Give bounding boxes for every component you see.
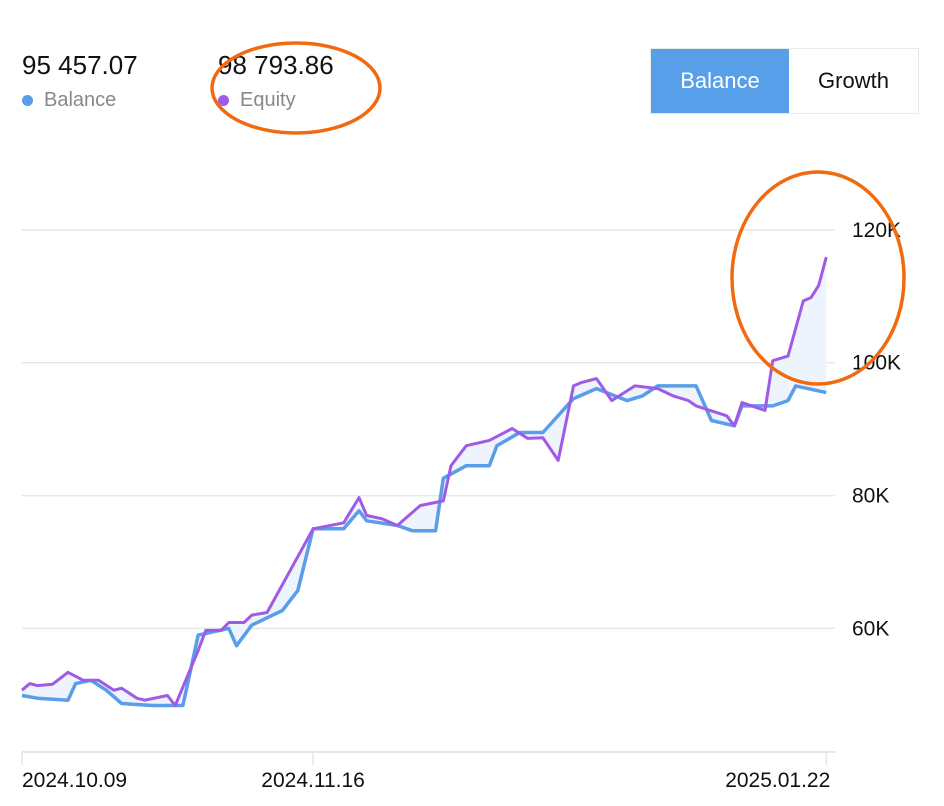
equity-balance-gap-fill xyxy=(22,257,827,706)
chart-mode-toggle: Balance Growth xyxy=(650,48,919,114)
balance-dot-icon xyxy=(22,95,33,106)
y-tick-label: 60K xyxy=(852,617,889,640)
y-tick-label: 80K xyxy=(852,485,889,508)
annotation-ellipse-spike xyxy=(730,170,906,386)
equity-line xyxy=(21,256,828,707)
equity-dot-icon xyxy=(218,95,229,106)
balance-line xyxy=(21,384,827,708)
legend-balance-label: Balance xyxy=(44,89,117,111)
balance-value: 95 457.07 xyxy=(22,50,138,80)
legend-balance: Balance xyxy=(22,89,116,112)
annotation-ellipse-equity xyxy=(210,41,382,135)
legend-equity-label: Equity xyxy=(240,89,296,111)
x-tick-label: 2024.10.09 xyxy=(22,769,127,792)
growth-button[interactable]: Growth xyxy=(789,49,918,113)
balance-button[interactable]: Balance xyxy=(651,49,789,113)
x-tick-label: 2025.01.22 xyxy=(725,769,830,792)
y-tick-label: 120K xyxy=(852,219,901,242)
x-tick-label: 2024.11.16 xyxy=(261,769,365,792)
legend-equity: Equity xyxy=(218,89,296,112)
